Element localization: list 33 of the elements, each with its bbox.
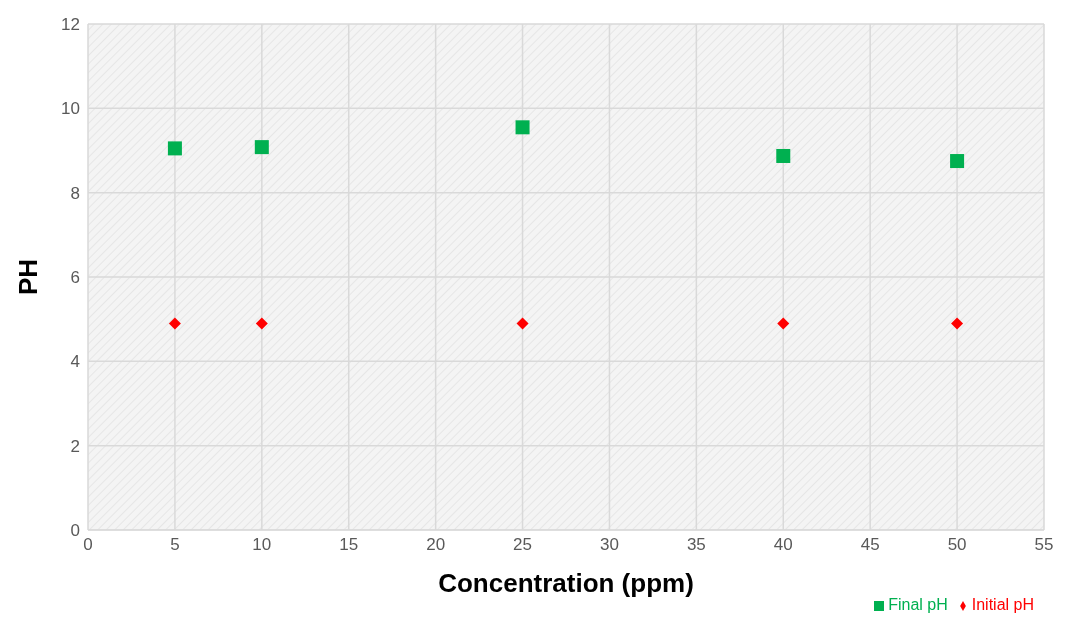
point — [776, 148, 791, 163]
x-tick-label: 50 — [947, 535, 967, 555]
x-tick-label: 40 — [773, 535, 793, 555]
y-tick-label: 0 — [70, 521, 80, 541]
point — [950, 154, 965, 169]
point — [254, 140, 269, 155]
point — [167, 141, 182, 156]
y-tick-label: 8 — [70, 183, 80, 203]
y-tick-label: 12 — [61, 15, 80, 35]
y-tick-label: 4 — [70, 352, 80, 372]
point — [516, 317, 529, 330]
x-tick-label: 55 — [1034, 535, 1054, 555]
point — [168, 317, 181, 330]
legend-label: Final pH — [888, 596, 948, 613]
point — [255, 317, 268, 330]
x-tick-label: 20 — [426, 535, 446, 555]
x-tick-label: 0 — [83, 535, 93, 555]
x-tick-label: 25 — [513, 535, 533, 555]
y-tick-label: 10 — [61, 99, 80, 119]
x-axis-title: Concentration (ppm) — [438, 568, 694, 598]
x-tick-label: 15 — [339, 535, 359, 555]
legend-label: Initial pH — [971, 596, 1034, 613]
point — [951, 317, 964, 330]
y-tick-label: 6 — [70, 268, 80, 288]
point — [777, 317, 790, 330]
x-tick-label: 10 — [252, 535, 272, 555]
x-tick-label: 30 — [599, 535, 619, 555]
x-tick-label: 35 — [686, 535, 706, 555]
x-tick-label: 5 — [170, 535, 180, 555]
x-tick-label: 45 — [860, 535, 880, 555]
y-axis-title: PH — [13, 258, 44, 296]
y-tick-label: 2 — [70, 436, 80, 456]
point — [515, 120, 530, 135]
